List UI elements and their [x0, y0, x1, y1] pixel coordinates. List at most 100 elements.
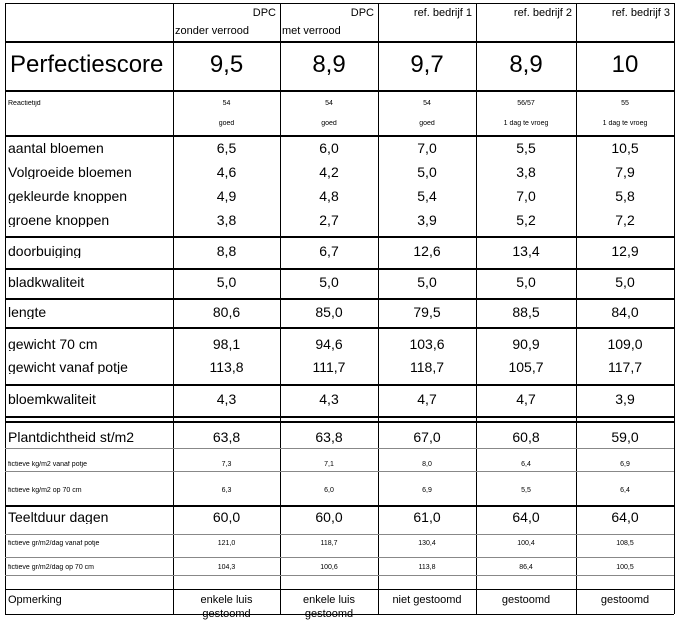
weight-value: 98,1 [212, 337, 241, 351]
column-header: ref. bedrijf 2 [513, 8, 572, 19]
score-value: 8,9 [509, 53, 543, 77]
flower-value: 4,6 [216, 165, 237, 179]
row-divider-thin [5, 471, 674, 472]
fictive-gr-70-value: 113,8 [418, 564, 436, 571]
leaf-value: 5,0 [615, 275, 635, 289]
row-label: fictieve kg/m2 op 70 cm [8, 487, 82, 494]
density-value: 59,0 [611, 430, 639, 444]
weight-value: 113,8 [209, 360, 244, 374]
reaction-note: 1 dag te vroeg [602, 120, 648, 127]
row-label: aantal bloemen [8, 141, 104, 155]
column-divider [674, 3, 675, 614]
weight-value: 118,7 [410, 360, 444, 374]
row-divider [5, 614, 674, 615]
flower-value: 5,2 [516, 213, 536, 227]
row-divider-thin [5, 557, 674, 558]
row-divider [5, 236, 674, 238]
row-divider [5, 327, 674, 329]
row-label: bladkwaliteit [8, 275, 85, 289]
flower-value: 10,5 [611, 141, 639, 155]
bend-value: 12,9 [611, 244, 639, 258]
flower-value: 7,9 [615, 165, 635, 179]
score-value: 10 [611, 53, 639, 77]
column-divider [173, 3, 174, 614]
score-value: 9,5 [209, 53, 244, 77]
row-label: gekleurde knoppen [8, 189, 128, 203]
weight-value: 109,0 [607, 337, 643, 351]
remark-value: gestoomd [501, 595, 551, 606]
fictive-gr-pot-value: 130,4 [418, 540, 436, 547]
density-value: 67,0 [413, 430, 441, 444]
weight-value: 94,6 [315, 337, 343, 351]
row-divider [5, 298, 674, 300]
length-value: 84,0 [611, 305, 639, 319]
flower-value: 4,8 [319, 189, 339, 203]
row-label: doorbuiging [8, 244, 82, 258]
column-divider [576, 3, 577, 614]
remark-value: enkele luis [303, 595, 355, 606]
row-divider-thin [5, 534, 674, 535]
row-label: fictieve gr/m2/dag op 70 cm [8, 564, 94, 571]
flower-value: 2,7 [319, 213, 339, 227]
flower-quality-value: 4,3 [216, 392, 237, 406]
row-label: Perfectiescore [10, 53, 164, 77]
row-divider [5, 135, 674, 137]
weight-value: 105,7 [508, 360, 544, 374]
density-value: 63,8 [212, 430, 241, 444]
flower-value: 3,8 [516, 165, 536, 179]
fictive-kg-70-value: 5,5 [521, 487, 531, 494]
row-divider [5, 505, 674, 507]
column-header: ref. bedrijf 3 [611, 8, 670, 19]
flower-value: 7,0 [417, 141, 437, 155]
bend-value: 8,8 [216, 244, 237, 258]
leaf-value: 5,0 [216, 275, 237, 289]
row-divider [5, 416, 674, 418]
row-label: lengte [8, 305, 47, 319]
duration-value: 64,0 [512, 510, 540, 524]
fictive-kg-pot-value: 6,4 [521, 461, 531, 468]
remark-value: enkele luis [200, 595, 253, 606]
reaction-note: 1 dag te vroeg [503, 120, 549, 127]
row-divider [5, 589, 674, 590]
row-label: Volgroeide bloemen [8, 165, 132, 179]
row-divider-thin [5, 575, 674, 576]
row-label: gewicht vanaf potje [8, 360, 128, 374]
leaf-value: 5,0 [417, 275, 437, 289]
fictive-kg-70-value: 6,3 [221, 487, 232, 494]
reaction-note: goed [218, 120, 235, 127]
reaction-note: goed [419, 120, 435, 127]
row-divider [5, 268, 674, 270]
length-value: 88,5 [512, 305, 540, 319]
remark-value-2: gestoomd [304, 609, 354, 620]
row-label: groene knoppen [8, 213, 110, 227]
flower-value: 4,2 [319, 165, 339, 179]
row-label: gewicht 70 cm [8, 337, 98, 351]
weight-value: 117,7 [608, 360, 642, 374]
fictive-gr-70-value: 104,3 [217, 564, 236, 571]
column-divider [5, 3, 6, 614]
density-value: 60,8 [512, 430, 540, 444]
remark-value-2: gestoomd [202, 609, 251, 620]
length-value: 80,6 [212, 305, 241, 319]
fictive-kg-70-value: 6,0 [324, 487, 334, 494]
row-label: Opmerking [8, 595, 62, 606]
density-value: 63,8 [315, 430, 343, 444]
length-value: 79,5 [413, 305, 441, 319]
flower-value: 5,8 [615, 189, 635, 203]
column-header-sub: zonder verrood [175, 26, 249, 37]
column-header: DPC [252, 8, 276, 19]
row-divider [5, 41, 674, 43]
remark-value: gestoomd [600, 595, 650, 606]
score-value: 8,9 [312, 53, 346, 77]
reaction-value: 55 [621, 100, 629, 107]
column-divider [476, 3, 477, 614]
duration-value: 64,0 [611, 510, 639, 524]
column-divider [280, 3, 281, 614]
fictive-kg-70-value: 6,9 [422, 487, 432, 494]
row-divider [5, 3, 674, 4]
row-divider-thin [5, 448, 674, 449]
column-header-sub: met verrood [282, 26, 341, 37]
flower-value: 5,0 [417, 165, 437, 179]
column-header: DPC [350, 8, 374, 19]
